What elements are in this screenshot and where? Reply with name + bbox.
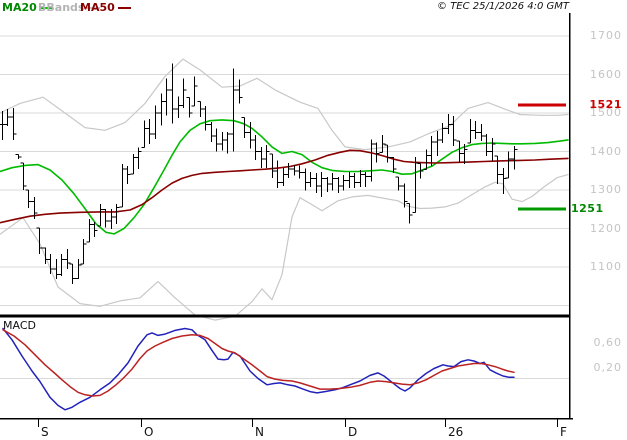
price-axis-label: 1600 (590, 67, 622, 81)
macd-signal-line (2, 329, 515, 397)
support-level-label: 1251 (571, 201, 604, 215)
bollinger-upper-line (0, 58, 569, 151)
macd-panel-label: MACD (3, 319, 36, 332)
macd-axis-label: 0,60 (593, 336, 622, 349)
ma20-line (0, 119, 569, 235)
time-axis-label: O (144, 425, 154, 439)
bollinger-lower-line (0, 174, 569, 321)
legend-label-ma50: MA50 (80, 1, 115, 14)
legend-label-bbands: BBands (38, 1, 85, 14)
ma50-line (0, 149, 569, 224)
price-axis-label: 1500 (590, 106, 622, 119)
macd-axis-label: 0,20 (593, 361, 622, 374)
time-axis-label: F (560, 425, 567, 439)
price-axis-label: 1100 (590, 260, 622, 273)
time-axis-label: N (255, 425, 264, 439)
price-axis-label: 1700 (590, 29, 622, 42)
legend-label-ma20: MA20 (2, 1, 37, 14)
legend-item-ma50: MA50 (80, 1, 131, 14)
ma20-line-swatch-icon (39, 7, 53, 9)
price-axis-label: 1300 (590, 183, 622, 196)
copyright-timestamp: © TEC 25/1/2026 4:0 GMT (437, 1, 569, 12)
legend-item-bbands: BBands (38, 1, 101, 14)
price-axis-label: 1200 (590, 221, 622, 235)
time-axis-label: S (41, 425, 49, 439)
price-axis-label: 1400 (590, 144, 622, 158)
macd-line (2, 327, 515, 411)
resistance-level-label: 1521 (589, 97, 622, 111)
time-axis-label: D (348, 425, 358, 439)
legend-item-ma20: MA20 (2, 1, 53, 14)
bbands-line-swatch-icon (87, 7, 101, 9)
ma50-line-swatch-icon (117, 7, 131, 9)
time-axis-label: 26 (448, 425, 464, 439)
